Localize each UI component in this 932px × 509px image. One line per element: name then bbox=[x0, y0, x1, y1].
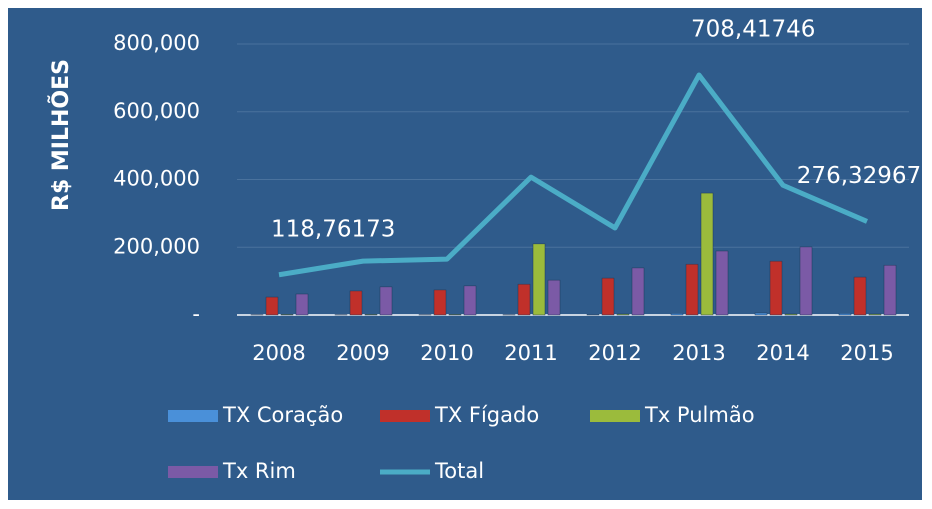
legend-label: Total bbox=[434, 459, 484, 483]
x-tick-label: 2009 bbox=[336, 341, 389, 365]
legend-swatch bbox=[168, 466, 218, 478]
bar bbox=[517, 283, 531, 316]
y-tick-label: 800,000 bbox=[113, 31, 200, 55]
bar bbox=[868, 313, 882, 316]
bar bbox=[280, 314, 294, 316]
legend-label: TX Coração bbox=[222, 403, 343, 427]
legend-swatch bbox=[380, 410, 430, 422]
bar bbox=[838, 313, 852, 316]
bar bbox=[853, 276, 867, 316]
bar bbox=[670, 313, 684, 316]
legend-label: Tx Rim bbox=[222, 459, 296, 483]
bar bbox=[601, 277, 615, 316]
y-tick-label: 600,000 bbox=[113, 99, 200, 123]
bar bbox=[700, 192, 714, 316]
bar bbox=[265, 296, 279, 316]
data-label: 276,32967 bbox=[797, 163, 921, 189]
x-tick-label: 2013 bbox=[672, 341, 725, 365]
bar bbox=[754, 312, 768, 316]
bar bbox=[349, 290, 363, 316]
chart-background bbox=[8, 8, 922, 500]
bar bbox=[715, 250, 729, 316]
bar bbox=[769, 260, 783, 316]
bar bbox=[379, 286, 393, 316]
bar bbox=[463, 285, 477, 316]
x-tick-label: 2014 bbox=[756, 341, 809, 365]
x-tick-label: 2015 bbox=[840, 341, 893, 365]
x-tick-label: 2010 bbox=[420, 341, 473, 365]
data-label: 708,41746 bbox=[691, 17, 815, 43]
bar bbox=[364, 314, 378, 316]
x-tick-label: 2012 bbox=[588, 341, 641, 365]
bar bbox=[433, 289, 447, 316]
x-tick-label: 2008 bbox=[252, 341, 305, 365]
bar bbox=[532, 243, 546, 316]
y-tick-label: 400,000 bbox=[113, 167, 200, 191]
bar bbox=[883, 264, 897, 316]
bar bbox=[586, 314, 600, 316]
data-label: 118,76173 bbox=[271, 216, 395, 242]
bar bbox=[547, 279, 561, 316]
legend-label: Tx Pulmão bbox=[644, 403, 755, 427]
legend-swatch bbox=[590, 410, 640, 422]
bar bbox=[685, 263, 699, 316]
line bbox=[278, 72, 868, 278]
legend-label: TX Fígado bbox=[434, 403, 539, 427]
bar bbox=[448, 314, 462, 316]
bar bbox=[295, 293, 309, 316]
bar bbox=[631, 267, 645, 316]
bar bbox=[799, 246, 813, 316]
x-tick-label: 2011 bbox=[504, 341, 557, 365]
y-tick-label: 200,000 bbox=[113, 234, 200, 258]
y-axis-title: R$ MILHÕES bbox=[48, 59, 74, 211]
bar bbox=[784, 313, 798, 316]
legend-swatch bbox=[168, 410, 218, 422]
y-tick-label: - bbox=[192, 302, 200, 326]
bar bbox=[616, 313, 630, 316]
